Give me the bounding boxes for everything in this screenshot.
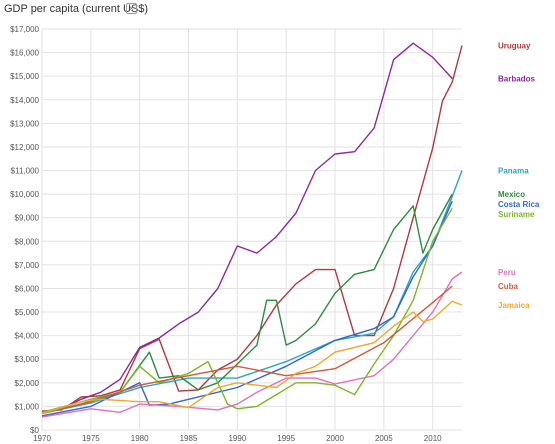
series-line-peru [41,271,463,418]
series-line-cuba [41,285,453,415]
y-tick-label: $8,000 [15,237,40,246]
y-tick-label: $15,000 [10,72,39,81]
series-line-panama [41,170,463,415]
y-tick-label: $2,000 [15,379,40,388]
y-tick-label: $17,000 [10,25,39,34]
series-lines [41,42,463,418]
x-tick-label: 2005 [375,434,393,443]
info-icon[interactable]: × [126,3,137,14]
series-line-suriname [41,207,453,413]
series-line-costa-rica [41,200,453,417]
series-label-costa-rica: Costa Rica [498,200,540,209]
y-tick-label: $13,000 [10,119,39,128]
grid [41,28,462,431]
axes: $0 $1,000 $2,000 $3,000 $4,000 $5,000 $6,000 $7… [10,25,442,443]
y-tick-label: $14,000 [10,96,39,105]
series-label-cuba: Cuba [498,282,519,291]
series-label-uruguay: Uruguay [498,42,531,51]
x-tick-label: 1975 [82,434,100,443]
x-tick-label: 1985 [180,434,198,443]
y-tick-label: $16,000 [10,49,39,58]
y-tick-label: $5,000 [15,308,40,317]
series-label-mexico: Mexico [498,190,525,199]
series-label-jamaica: Jamaica [498,301,530,310]
y-tick-label: $12,000 [10,143,39,152]
series-label-peru: Peru [498,268,516,277]
y-tick-label: $7,000 [15,261,40,270]
chart-title: GDP per capita (current US$) [4,3,149,15]
series-line-uruguay [41,45,463,412]
y-tick-label: $6,000 [15,284,40,293]
x-tick-label: 1970 [33,434,51,443]
series-label-panama: Panama [498,167,529,176]
series-line-mexico [41,193,453,415]
y-tick-label: $9,000 [15,214,40,223]
x-tick-label: 1990 [228,434,246,443]
x-tick-label: 2010 [424,434,442,443]
series-label-suriname: Suriname [498,210,535,219]
y-tick-label: $0 [30,426,39,435]
y-tick-label: $1,000 [15,402,40,411]
series-line-barbados [41,42,453,413]
y-tick-label: $4,000 [15,332,40,341]
y-tick-label: $11,000 [11,167,40,176]
x-tick-label: 2000 [326,434,344,443]
x-tick-label: 1995 [277,434,295,443]
y-tick-label: $3,000 [15,355,40,364]
y-tick-label: $10,000 [10,190,39,199]
x-tick-label: 1980 [131,434,149,443]
series-line-jamaica [41,300,463,415]
series-label-barbados: Barbados [498,75,535,84]
